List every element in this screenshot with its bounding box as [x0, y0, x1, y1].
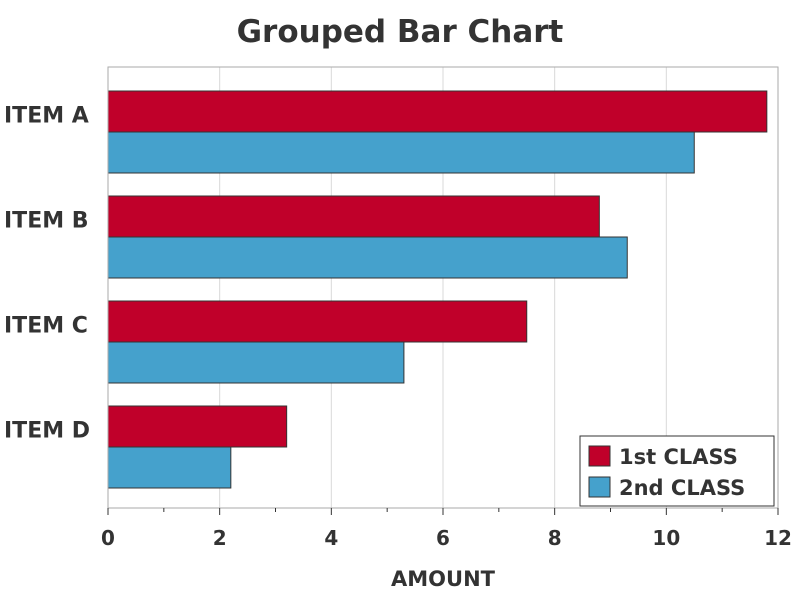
category-label: ITEM A	[4, 104, 89, 129]
bar-2nd-class	[107, 446, 232, 489]
x-axis-ticks: 0 2 4 6 8 10 12	[101, 508, 792, 550]
x-tick-label: 6	[436, 526, 450, 550]
legend-swatch-1st-class	[588, 445, 611, 467]
bar-1st-class	[107, 195, 600, 238]
x-tick-label: 8	[548, 526, 562, 550]
x-tick-label: 12	[764, 526, 792, 550]
x-tick-label: 10	[652, 526, 680, 550]
x-tick-label: 4	[324, 526, 338, 550]
x-axis-label: AMOUNT	[391, 567, 496, 591]
bar-1st-class	[107, 405, 288, 448]
legend: 1st CLASS 2nd CLASS	[579, 435, 775, 507]
x-tick-label: 2	[213, 526, 227, 550]
chart-title: Grouped Bar Chart	[237, 14, 564, 50]
bar-2nd-class	[107, 341, 405, 384]
legend-label-2nd-class: 2nd CLASS	[619, 476, 745, 500]
legend-box	[579, 435, 775, 507]
category-label: ITEM B	[4, 209, 89, 234]
bars	[107, 90, 768, 489]
bar-2nd-class	[107, 236, 628, 279]
legend-swatch-2nd-class	[588, 476, 611, 498]
category-label: ITEM C	[4, 314, 88, 339]
category-label: ITEM D	[4, 419, 90, 444]
bar-2nd-class	[107, 131, 695, 174]
bar-1st-class	[107, 300, 528, 343]
category-labels: ITEM A ITEM B ITEM C ITEM D	[4, 104, 90, 444]
x-tick-label: 0	[101, 526, 115, 550]
bar-1st-class	[107, 90, 768, 133]
legend-label-1st-class: 1st CLASS	[619, 445, 738, 469]
